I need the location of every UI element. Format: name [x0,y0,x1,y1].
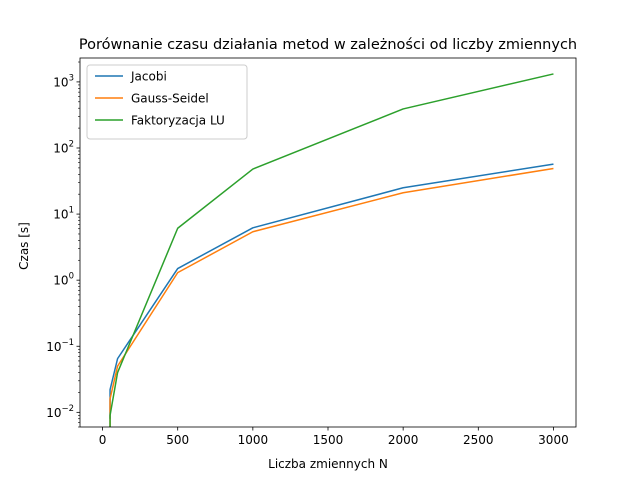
y-tick-label-4: 102 [53,139,74,155]
legend: Jacobi Gauss-Seidel Faktoryzacja LU [86,64,248,140]
legend-label-0: Jacobi [130,70,167,84]
axes: 0 500 1000 1500 2000 2500 3000 10−2 10−1 100 101 10… [46,57,577,447]
legend-label-1: Gauss-Seidel [131,92,209,106]
y-tick-label-2: 100 [53,272,74,288]
plot-area [109,73,554,427]
x-tick-label-1: 500 [166,433,189,447]
series-group [109,73,554,427]
y-tick-label-0: 10−2 [46,404,74,420]
x-tick-label-2: 1000 [238,433,269,447]
y-tick-label-3: 101 [53,206,74,222]
x-tick-label-6: 3000 [538,433,569,447]
x-axis-label: Liczba zmiennych N [268,457,388,471]
legend-label-2: Faktoryzacja LU [131,114,225,128]
y-tick-label-1: 10−1 [46,338,74,354]
chart-title: Porównanie czasu działania metod w zależ… [79,37,577,53]
legend-box [86,64,248,140]
series-line-1 [109,167,554,427]
x-tick-label-4: 2000 [388,433,419,447]
x-tick-label-5: 2500 [463,433,494,447]
series-line-2 [109,73,554,427]
x-tick-label-0: 0 [99,433,107,447]
series-line-0 [109,163,554,419]
y-axis-label: Czas [s] [17,222,31,270]
y-tick-label-5: 103 [53,73,74,89]
x-tick-label-3: 1500 [313,433,344,447]
